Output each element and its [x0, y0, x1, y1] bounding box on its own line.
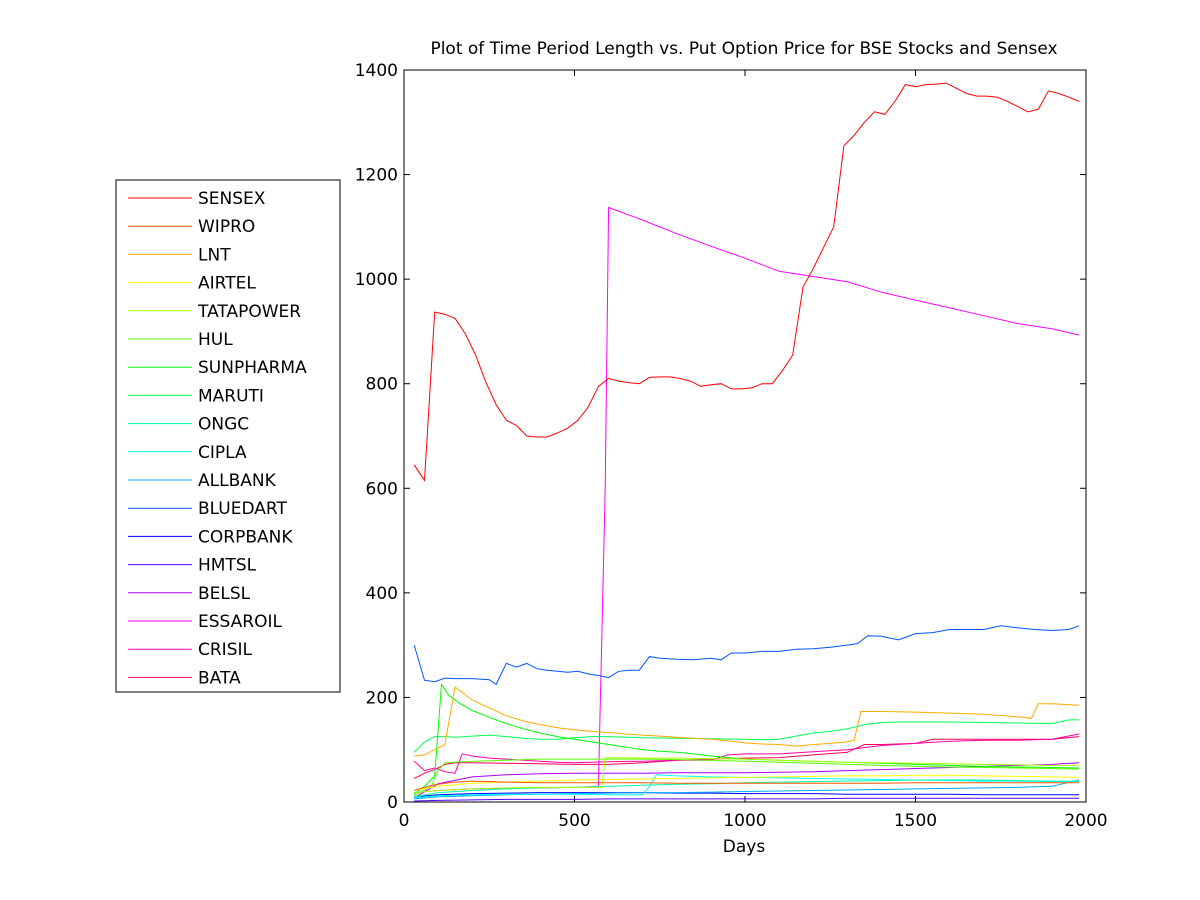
plot-area — [403, 69, 1087, 803]
legend: SENSEX WIPRO LNT AIRTEL TATAPOWER HUL SUNPHARM… — [115, 179, 341, 693]
x-tick-label: 1000 — [723, 811, 766, 831]
x-tick-label: 500 — [558, 811, 590, 831]
y-tick-label: 0 — [387, 793, 398, 813]
y-tick-label: 1000 — [355, 270, 398, 290]
legend-label-sensex: SENSEX — [198, 189, 266, 209]
x-axis: 0 500 1000 1500 2000 — [399, 70, 1108, 831]
series-line-bluedart — [413, 625, 1080, 686]
y-tick-label: 600 — [366, 479, 398, 499]
legend-label-essaroil: ESSAROIL — [198, 612, 282, 632]
series-line-maruti — [413, 719, 1080, 753]
x-tick-label: 2000 — [1064, 811, 1107, 831]
y-axis: 0 200 400 600 800 1000 1200 1400 — [355, 61, 1086, 813]
legend-label-ongc: ONGC — [198, 415, 249, 435]
series-line-belsl — [413, 762, 1080, 799]
legend-label-cipla: CIPLA — [198, 443, 247, 463]
legend-label-crisil: CRISIL — [198, 640, 253, 660]
legend-label-hul: HUL — [198, 330, 233, 350]
series-line-tatapower — [414, 757, 1080, 794]
y-tick-label: 200 — [366, 688, 398, 708]
legend-label-bata: BATA — [198, 668, 241, 688]
series-line-hul — [413, 758, 1080, 797]
legend-label-sunpharma: SUNPHARMA — [198, 358, 307, 378]
y-tick-label: 400 — [366, 584, 398, 604]
series-line-corpbank — [414, 792, 1080, 798]
chart-title: Plot of Time Period Length vs. Put Optio… — [430, 39, 1057, 59]
series-line-sunpharma — [413, 682, 1080, 795]
legend-label-bluedart: BLUEDART — [198, 499, 287, 519]
legend-box — [115, 179, 341, 693]
series-line-wipro — [414, 780, 1080, 791]
legend-label-wipro: WIPRO — [198, 217, 255, 237]
y-tick-label: 1400 — [355, 61, 398, 81]
series-line-sensex — [413, 82, 1080, 482]
x-tick-label: 1500 — [894, 811, 937, 831]
y-tick-label: 800 — [366, 375, 398, 395]
legend-label-tatapower: TATAPOWER — [197, 302, 301, 322]
legend-label-belsl: BELSL — [198, 584, 251, 604]
series-line-hmtsl — [414, 797, 1080, 802]
series-lines — [413, 82, 1080, 802]
legend-label-corpbank: CORPBANK — [198, 527, 293, 547]
legend-label-lnt: LNT — [198, 245, 231, 265]
x-tick-label: 0 — [399, 811, 410, 831]
legend-label-allbank: ALLBANK — [198, 471, 277, 491]
y-tick-label: 1200 — [355, 166, 398, 186]
legend-label-hmtsl: HMTSL — [198, 556, 257, 576]
legend-label-maruti: MARUTI — [198, 386, 264, 406]
series-line-crisil — [413, 733, 1080, 774]
legend-label-airtel: AIRTEL — [198, 274, 256, 294]
series-line-cipla — [414, 774, 1080, 799]
series-line-lnt — [414, 686, 1080, 757]
x-axis-label: Days — [723, 837, 766, 857]
series-line-airtel — [414, 774, 1080, 791]
